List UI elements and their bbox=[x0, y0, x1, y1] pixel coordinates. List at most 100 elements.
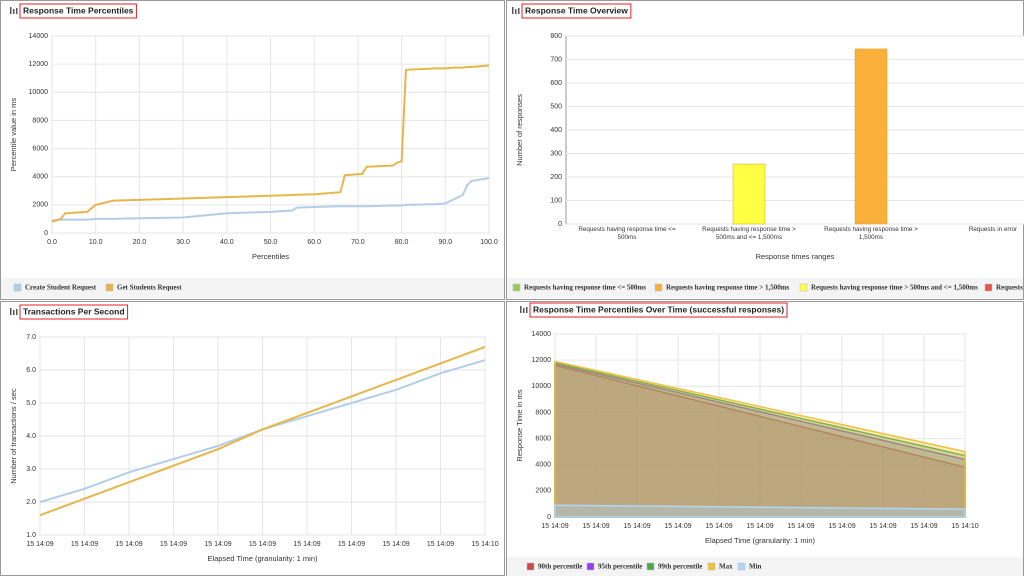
y-tick-label: 12000 bbox=[29, 61, 49, 68]
y-tick-label: 6000 bbox=[535, 435, 551, 442]
x-tick-label: 40.0 bbox=[220, 239, 234, 246]
x-tick-label: Requests in error bbox=[968, 226, 1018, 233]
title-box bbox=[521, 3, 632, 19]
legend-swatch bbox=[646, 562, 655, 571]
legend-swatch bbox=[13, 283, 22, 292]
x-tick-label: 15 14:09 bbox=[249, 541, 276, 548]
x-tick-label: 15 14:09 bbox=[382, 541, 409, 548]
x-tick-label: 15 14:09 bbox=[623, 523, 650, 530]
y-tick-label: 6000 bbox=[32, 145, 48, 152]
legend-swatch bbox=[586, 562, 595, 571]
x-tick-label: 15 14:10 bbox=[951, 523, 978, 530]
title-box bbox=[19, 3, 137, 19]
legend-label: Get Students Request bbox=[117, 284, 182, 292]
legend-swatch bbox=[707, 562, 716, 571]
x-tick-label: 100.0 bbox=[480, 239, 498, 246]
y-tick-label: 14000 bbox=[29, 33, 49, 40]
x-axis-label: Elapsed Time (granularity: 1 min) bbox=[705, 536, 816, 545]
x-tick-label: 15 14:09 bbox=[115, 541, 142, 548]
y-tick-label: 12000 bbox=[532, 357, 552, 364]
chart-icon bbox=[518, 8, 520, 14]
legend-swatch bbox=[654, 283, 663, 292]
legend-label: Requests having response time > 500ms an… bbox=[811, 284, 978, 292]
y-tick-label: 600 bbox=[550, 80, 562, 87]
x-tick-label: 15 14:09 bbox=[910, 523, 937, 530]
chart-icon bbox=[520, 306, 522, 313]
x-tick-label: 70.0 bbox=[351, 239, 365, 246]
x-tick-label: 15 14:09 bbox=[746, 523, 773, 530]
y-tick-label: 500 bbox=[550, 103, 562, 110]
y-tick-label: 6.0 bbox=[26, 367, 36, 374]
area bbox=[554, 360, 966, 518]
legend-swatch bbox=[512, 283, 521, 292]
legend-swatch bbox=[105, 283, 114, 292]
x-tick-label-box: Requests having response time <= 500ms bbox=[578, 226, 676, 242]
x-tick-label: 15 14:09 bbox=[71, 541, 98, 548]
y-tick-label: 4000 bbox=[32, 174, 48, 181]
legend-strip bbox=[507, 557, 1023, 576]
x-tick-label: 15 14:09 bbox=[541, 523, 568, 530]
panel: Response Time Percentiles 0 2000 4000 6000 80… bbox=[0, 0, 505, 300]
y-tick-label: 8000 bbox=[535, 409, 551, 416]
x-tick-label: 15 14:09 bbox=[160, 541, 187, 548]
chart-icon bbox=[16, 8, 18, 14]
legend-swatch bbox=[526, 562, 535, 571]
x-tick-label: 90.0 bbox=[438, 239, 452, 246]
x-tick-label: 20.0 bbox=[133, 239, 147, 246]
y-tick-label: 700 bbox=[550, 56, 562, 63]
chart-title: Response Time Percentiles bbox=[23, 5, 134, 15]
chart-title: Response Time Percentiles Over Time (suc… bbox=[533, 304, 784, 314]
x-tick-label: 15 14:10 bbox=[471, 541, 498, 548]
legend-label: 95th percentile bbox=[598, 563, 642, 571]
y-tick-label: 400 bbox=[550, 127, 562, 134]
x-tick-label: 15 14:09 bbox=[338, 541, 365, 548]
chart-icon bbox=[526, 307, 528, 313]
x-tick-label: 30.0 bbox=[176, 239, 190, 246]
line bbox=[51, 177, 490, 222]
x-tick-label: 15 14:09 bbox=[705, 523, 732, 530]
x-tick-label: 15 14:09 bbox=[204, 541, 231, 548]
y-tick-label: 2000 bbox=[32, 202, 48, 209]
y-tick-label: 14000 bbox=[532, 331, 552, 338]
y-axis-label: Number of responses bbox=[515, 94, 524, 166]
y-axis-label: Number of transactions / sec bbox=[9, 388, 18, 484]
chart-icon bbox=[13, 9, 15, 14]
y-tick-label: 8000 bbox=[32, 117, 48, 124]
legend-label: Requests having response time <= 500ms bbox=[524, 284, 646, 292]
x-tick-label-box: Requests in error bbox=[968, 226, 1018, 233]
legend-strip bbox=[1, 278, 504, 298]
x-tick-label: Requests having response time <= 500ms bbox=[578, 226, 676, 242]
panel: Transactions Per Second 1.0 2.0 3.0 4.0 5.0 6.… bbox=[0, 301, 505, 576]
x-axis-label: Elapsed Time (granularity: 1 min) bbox=[207, 554, 318, 563]
y-tick-label: 4.0 bbox=[26, 433, 36, 440]
x-tick-label: 15 14:09 bbox=[787, 523, 814, 530]
chart-title: Transactions Per Second bbox=[23, 306, 125, 316]
y-tick-label: 1.0 bbox=[26, 532, 36, 539]
x-tick-label: 15 14:09 bbox=[293, 541, 320, 548]
x-axis-label: Response times ranges bbox=[756, 252, 835, 261]
legend-label: 99th percentile bbox=[658, 563, 702, 571]
x-tick-label: 50.0 bbox=[264, 239, 278, 246]
y-tick-label: 10000 bbox=[29, 89, 49, 96]
y-tick-label: 200 bbox=[550, 174, 562, 181]
y-tick-label: 2000 bbox=[535, 488, 551, 495]
x-tick-label: 15 14:09 bbox=[26, 541, 53, 548]
title-box bbox=[19, 304, 129, 320]
x-tick-label: Requests having response time > 1,500ms bbox=[824, 226, 918, 242]
panel: Response Time Percentiles Over Time (suc… bbox=[506, 301, 1024, 576]
y-tick-label: 10000 bbox=[532, 383, 552, 390]
legend-label: Min bbox=[749, 563, 762, 571]
line bbox=[39, 345, 486, 517]
panel: Response Time Overview 0 100 200 300 400 500 60… bbox=[506, 0, 1024, 300]
legend-swatch bbox=[799, 283, 808, 292]
x-tick-label-box: Requests having response time > 1,500ms bbox=[824, 226, 918, 242]
x-tick-label: 15 14:09 bbox=[828, 523, 855, 530]
x-tick-label: 0.0 bbox=[47, 239, 57, 246]
y-tick-label: 300 bbox=[550, 150, 562, 157]
y-tick-label: 4000 bbox=[535, 462, 551, 469]
x-tick-label: 60.0 bbox=[307, 239, 321, 246]
y-axis-label: Percentile value in ms bbox=[9, 98, 18, 172]
legend-label: Max bbox=[719, 563, 733, 571]
y-tick-label: 7.0 bbox=[26, 334, 36, 341]
